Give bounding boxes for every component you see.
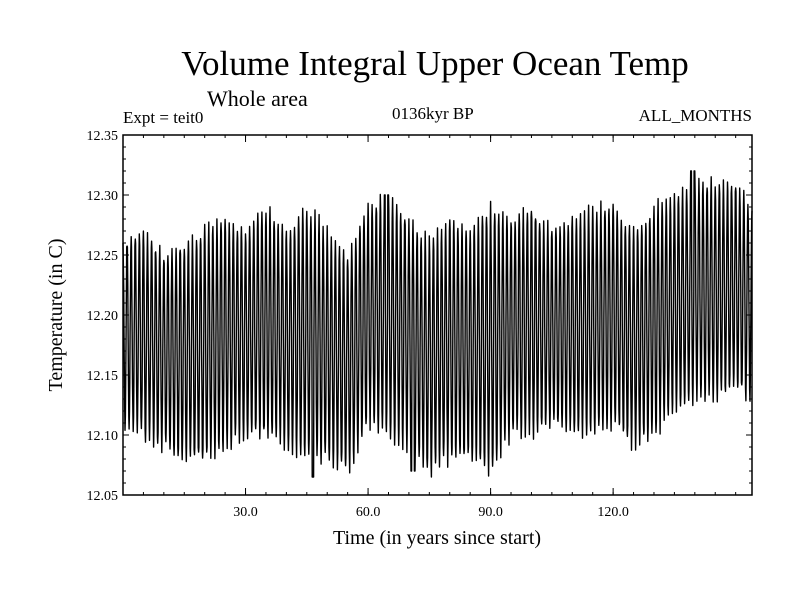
y-tick-label: 12.35 <box>87 129 119 144</box>
y-tick-label: 12.15 <box>87 369 119 384</box>
x-tick-label: 60.0 <box>356 505 381 520</box>
x-axis-label: Time (in years since start) <box>333 527 541 549</box>
period-label: 0136kyr BP <box>392 104 474 123</box>
chart-title: Volume Integral Upper Ocean Temp <box>181 44 689 83</box>
x-axis: 30.0 60.0 90.0 120.0 <box>142 135 737 520</box>
x-tick-label: 30.0 <box>233 505 258 520</box>
months-label: ALL_MONTHS <box>638 106 752 125</box>
temperature-series-line <box>122 170 753 478</box>
chart-subtitle: Whole area <box>207 86 308 111</box>
y-tick-label: 12.30 <box>87 189 119 204</box>
y-tick-label: 12.25 <box>87 249 119 264</box>
y-axis-label: Temperature (in C) <box>45 239 67 392</box>
experiment-label: Expt = teit0 <box>123 108 204 127</box>
x-tick-label: 90.0 <box>478 505 503 520</box>
x-tick-label: 120.0 <box>597 505 629 520</box>
y-axis: 12.05 12.10 12.15 12.20 12.25 12.30 12.35 <box>87 129 752 504</box>
y-tick-label: 12.10 <box>87 429 119 444</box>
y-tick-label: 12.20 <box>87 309 119 324</box>
y-tick-label: 12.05 <box>87 489 119 504</box>
